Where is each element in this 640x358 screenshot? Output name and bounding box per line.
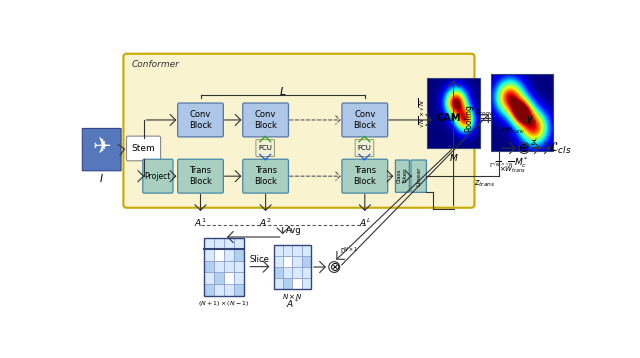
Bar [204,284,214,295]
Bar [274,267,283,278]
FancyBboxPatch shape [143,159,173,193]
FancyBboxPatch shape [243,159,289,193]
Bar [292,267,301,278]
Bar [292,245,301,256]
Bar [214,249,224,261]
Text: FCU: FCU [259,145,272,151]
Bar [214,284,224,295]
Text: $M$: $M$ [449,151,458,163]
Text: $\mathcal{L}_{cls}$: $\mathcal{L}_{cls}$ [549,140,572,156]
Bar [204,272,214,284]
Text: ✈: ✈ [92,137,111,157]
FancyBboxPatch shape [243,103,289,137]
FancyBboxPatch shape [342,159,388,193]
Text: $\Gamma^{N\times1}$: $\Gamma^{N\times1}$ [340,246,358,257]
Bar [301,245,311,256]
Text: Conv
Block: Conv Block [189,110,212,130]
Text: FCU: FCU [358,145,371,151]
Bar [301,278,311,289]
Text: $I$: $I$ [99,172,104,184]
Bar [274,245,283,256]
Text: $A^*$: $A^*$ [285,298,299,310]
Bar [224,284,234,295]
Text: Class
Token: Class Token [397,168,408,184]
Bar [283,278,292,289]
Text: $z_{trans}$: $z_{trans}$ [474,179,495,189]
Bar [436,100,463,139]
Bar [214,272,224,284]
Bar [274,278,283,289]
FancyBboxPatch shape [256,140,275,156]
FancyBboxPatch shape [411,160,426,192]
Bar [234,238,244,249]
Text: Pooling: Pooling [464,105,473,132]
Bar [234,261,244,272]
Bar [224,261,234,272]
Text: $A^1$: $A^1$ [194,216,207,229]
FancyBboxPatch shape [396,160,410,192]
FancyBboxPatch shape [178,103,223,137]
Bar [301,256,311,267]
Text: $\Gamma^{\sqrt{N}\times\sqrt{N}}$: $\Gamma^{\sqrt{N}\times\sqrt{N}}$ [489,160,515,170]
FancyBboxPatch shape [342,103,388,137]
Bar [292,278,301,289]
Text: Slice: Slice [250,255,269,263]
Text: $(N+1)\times(N-1)$: $(N+1)\times(N-1)$ [198,299,250,308]
Bar [204,261,214,272]
Bar [214,261,224,272]
Text: Avg: Avg [286,226,301,235]
Text: $\oplus$: $\oplus$ [518,141,530,155]
Text: Trans
Block: Trans Block [189,166,212,186]
Bar [214,238,224,249]
Text: $\sqrt{N}\times\sqrt{N}$: $\sqrt{N}\times\sqrt{N}$ [417,98,426,128]
FancyBboxPatch shape [355,140,374,156]
Bar [224,272,234,284]
Text: $z_{conv}$: $z_{conv}$ [474,107,494,118]
Bar [437,101,465,140]
Text: Trans
Block: Trans Block [254,166,277,186]
Bar [224,238,234,249]
Text: $\times W_{conv}$: $\times W_{conv}$ [499,126,526,136]
Bar [224,249,234,261]
FancyBboxPatch shape [178,159,223,193]
Text: $y$: $y$ [526,114,534,126]
Bar [204,238,244,295]
Bar [274,245,311,289]
Text: Project: Project [145,172,171,181]
Text: $\times W_{trans}$: $\times W_{trans}$ [499,164,527,175]
Bar [438,103,465,141]
Text: Conformer: Conformer [132,60,180,69]
FancyBboxPatch shape [435,99,462,138]
Text: $L$: $L$ [279,86,287,97]
Bar [234,284,244,295]
Text: $M^*_c$: $M^*_c$ [515,155,529,169]
Bar [440,104,467,142]
Bar [491,74,553,151]
Bar [283,267,292,278]
Text: $z'$: $z'$ [530,136,538,146]
FancyBboxPatch shape [127,136,161,161]
Text: $A^2$: $A^2$ [259,216,272,229]
Text: Stem: Stem [132,144,156,153]
Text: $N\times N$: $N\times N$ [282,292,303,301]
Bar [292,256,301,267]
Bar [301,267,311,278]
Bar [283,245,292,256]
FancyBboxPatch shape [83,129,121,171]
Text: Linear: Linear [416,166,421,186]
Text: $\otimes$: $\otimes$ [328,261,340,274]
Bar [234,249,244,261]
Bar [204,249,214,261]
Text: Trans
Block: Trans Block [353,166,376,186]
Bar [428,78,480,148]
Text: Conv
Block: Conv Block [353,110,376,130]
FancyBboxPatch shape [124,54,474,208]
Bar [283,256,292,267]
Bar [274,256,283,267]
Bar [204,238,214,249]
Text: CAM: CAM [436,113,461,124]
Bar [234,272,244,284]
Text: Conv
Block: Conv Block [254,110,277,130]
Text: $A^L$: $A^L$ [358,216,371,229]
